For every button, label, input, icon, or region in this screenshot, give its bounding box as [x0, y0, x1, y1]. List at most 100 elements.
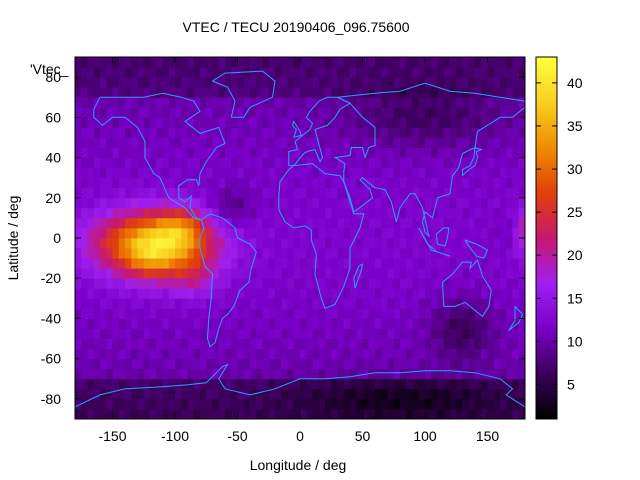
heatmap-cell: [93, 117, 101, 128]
heatmap-cell: [206, 388, 213, 400]
heatmap-cell: [362, 157, 370, 169]
heatmap-cell: [375, 328, 382, 339]
heatmap-cell: [325, 368, 332, 380]
heatmap-cell: [350, 348, 357, 360]
heatmap-cell: [318, 77, 326, 88]
heatmap-cell: [87, 157, 95, 169]
heatmap-cell: [450, 368, 457, 380]
heatmap-cell: [375, 117, 382, 128]
heatmap-cell: [256, 398, 263, 410]
heatmap-cell: [262, 217, 270, 229]
heatmap-cell: [143, 268, 151, 279]
heatmap-cell: [250, 187, 257, 199]
heatmap-cell: [481, 147, 488, 158]
heatmap-cell: [468, 207, 476, 219]
heatmap-cell: [425, 328, 432, 339]
heatmap-cell: [268, 227, 276, 239]
heatmap-cell: [212, 288, 220, 299]
x-tick-label: 150: [476, 428, 500, 444]
heatmap-cell: [312, 378, 320, 390]
heatmap-cell: [200, 117, 207, 128]
heatmap-cell: [325, 298, 332, 309]
heatmap-cell: [287, 308, 295, 319]
heatmap-cell: [143, 358, 151, 370]
heatmap-cell: [243, 197, 251, 209]
heatmap-cell: [281, 227, 288, 239]
heatmap-cell: [193, 348, 201, 360]
heatmap-cell: [175, 378, 182, 390]
heatmap-cell: [118, 258, 126, 269]
heatmap-cell: [493, 338, 501, 350]
heatmap-cell: [356, 298, 363, 309]
heatmap-cell: [106, 107, 113, 118]
heatmap-cell: [500, 107, 507, 118]
heatmap-cell: [125, 258, 132, 269]
heatmap-cell: [443, 77, 451, 88]
heatmap-cell: [418, 328, 426, 339]
heatmap-cell: [450, 207, 457, 219]
heatmap-cell: [212, 57, 220, 68]
heatmap-cell: [487, 258, 495, 269]
heatmap-cell: [506, 298, 513, 309]
heatmap-cell: [81, 127, 88, 138]
heatmap-cell: [275, 278, 282, 289]
heatmap-cell: [450, 258, 457, 269]
heatmap-cell: [456, 207, 463, 219]
heatmap-cell: [137, 97, 145, 108]
heatmap-cell: [312, 338, 320, 350]
heatmap-cell: [368, 248, 376, 259]
heatmap-cell: [400, 278, 407, 289]
heatmap-cell: [150, 57, 157, 68]
heatmap-cell: [343, 358, 351, 370]
heatmap-cell: [156, 137, 163, 148]
heatmap-cell: [506, 157, 513, 169]
heatmap-cell: [187, 157, 195, 169]
heatmap-cell: [487, 268, 495, 279]
heatmap-cell: [281, 77, 288, 88]
heatmap-cell: [131, 117, 138, 128]
heatmap-cell: [93, 147, 101, 158]
heatmap-cell: [187, 207, 195, 219]
heatmap-cell: [218, 348, 226, 360]
heatmap-cell: [200, 348, 207, 360]
heatmap-cell: [518, 227, 526, 239]
heatmap-cell: [437, 278, 445, 289]
heatmap-cell: [506, 137, 513, 148]
heatmap-cell: [237, 358, 245, 370]
heatmap-cell: [231, 57, 238, 68]
heatmap-cell: [231, 338, 238, 350]
heatmap-cell: [300, 117, 307, 128]
heatmap-cell: [375, 187, 382, 199]
heatmap-cell: [225, 258, 232, 269]
heatmap-cell: [306, 398, 313, 410]
coastline: [291, 120, 302, 138]
heatmap-cell: [118, 137, 126, 148]
heatmap-cell: [368, 107, 376, 118]
heatmap-cell: [481, 207, 488, 219]
heatmap-cell: [406, 398, 413, 410]
heatmap-cell: [362, 87, 370, 98]
heatmap-cell: [393, 398, 401, 410]
heatmap-cell: [400, 298, 407, 309]
heatmap-cell: [250, 127, 257, 138]
heatmap-cell: [75, 258, 82, 269]
heatmap-cell: [75, 147, 82, 158]
heatmap-cell: [468, 157, 476, 169]
heatmap-cell: [212, 358, 220, 370]
heatmap-cell: [362, 147, 370, 158]
heatmap-cell: [125, 127, 132, 138]
heatmap-cell: [293, 388, 301, 400]
heatmap-cell: [275, 238, 282, 249]
heatmap-cell: [462, 177, 470, 189]
heatmap-cell: [112, 268, 120, 279]
heatmap-cell: [106, 207, 113, 219]
heatmap-cell: [300, 177, 307, 189]
heatmap-cell: [512, 77, 520, 88]
heatmap-cell: [437, 147, 445, 158]
heatmap-cell: [206, 127, 213, 138]
heatmap-cell: [287, 227, 295, 239]
heatmap-cell: [237, 318, 245, 329]
heatmap-cell: [500, 268, 507, 279]
heatmap-cell: [475, 408, 482, 420]
heatmap-cell: [312, 348, 320, 360]
